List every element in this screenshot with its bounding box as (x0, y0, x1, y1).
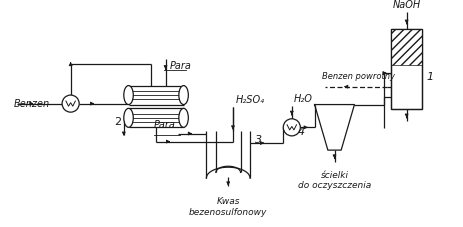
Bar (391, 29, 421, 109)
Circle shape (282, 119, 300, 136)
Bar (391, 29, 421, 109)
Text: Para: Para (154, 120, 175, 130)
Ellipse shape (178, 86, 188, 105)
Ellipse shape (124, 108, 133, 127)
Text: Benzen powrotny: Benzen powrotny (321, 72, 394, 81)
Text: 4: 4 (297, 127, 305, 137)
Text: 2: 2 (113, 117, 121, 127)
Ellipse shape (178, 108, 188, 127)
Text: NaOH: NaOH (392, 0, 420, 10)
Bar (391, 29, 421, 65)
Text: H₂SO₄: H₂SO₄ (235, 95, 264, 105)
Text: 1: 1 (425, 72, 433, 82)
Text: 3: 3 (254, 135, 261, 145)
Ellipse shape (124, 86, 133, 105)
Text: Para: Para (169, 61, 191, 71)
Circle shape (62, 95, 79, 112)
Text: Kwas
bezenosulfonowy: Kwas bezenosulfonowy (188, 197, 267, 217)
Text: H₂O: H₂O (293, 94, 312, 104)
Text: Benzen: Benzen (14, 99, 50, 109)
Text: ścielki
do oczyszczenia: ścielki do oczyszczenia (297, 171, 370, 190)
